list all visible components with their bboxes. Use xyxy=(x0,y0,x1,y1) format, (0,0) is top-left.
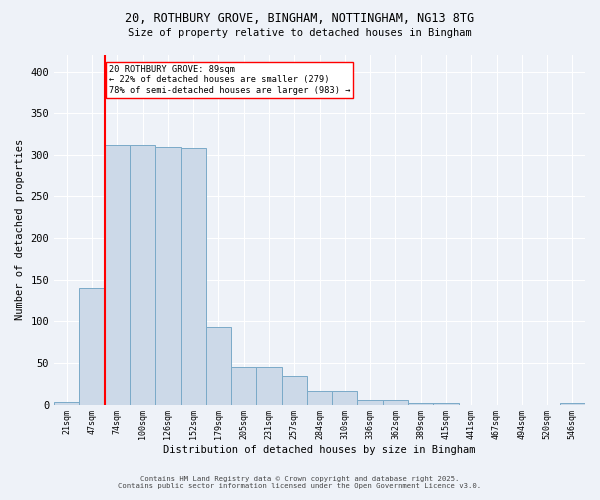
Bar xyxy=(383,400,408,404)
Bar xyxy=(231,367,256,405)
Bar xyxy=(408,403,433,404)
Bar xyxy=(560,403,585,404)
Bar xyxy=(433,403,458,404)
Bar xyxy=(256,367,281,405)
Bar xyxy=(358,400,383,404)
Text: 20, ROTHBURY GROVE, BINGHAM, NOTTINGHAM, NG13 8TG: 20, ROTHBURY GROVE, BINGHAM, NOTTINGHAM,… xyxy=(125,12,475,26)
Bar xyxy=(79,288,105,405)
Text: 20 ROTHBURY GROVE: 89sqm
← 22% of detached houses are smaller (279)
78% of semi-: 20 ROTHBURY GROVE: 89sqm ← 22% of detach… xyxy=(109,65,350,95)
Bar xyxy=(307,392,332,404)
Bar xyxy=(181,148,206,405)
Bar xyxy=(332,392,358,404)
Bar xyxy=(105,145,130,405)
Bar xyxy=(130,145,155,405)
Bar xyxy=(54,402,79,404)
X-axis label: Distribution of detached houses by size in Bingham: Distribution of detached houses by size … xyxy=(163,445,476,455)
Text: Contains HM Land Registry data © Crown copyright and database right 2025.
Contai: Contains HM Land Registry data © Crown c… xyxy=(118,476,482,489)
Bar xyxy=(281,376,307,404)
Y-axis label: Number of detached properties: Number of detached properties xyxy=(15,139,25,320)
Bar xyxy=(155,146,181,404)
Text: Size of property relative to detached houses in Bingham: Size of property relative to detached ho… xyxy=(128,28,472,38)
Bar xyxy=(206,327,231,404)
